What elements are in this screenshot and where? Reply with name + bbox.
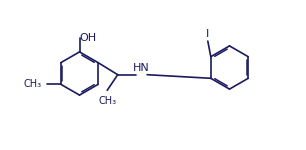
Text: I: I: [206, 29, 209, 39]
Text: OH: OH: [79, 33, 96, 43]
Text: HN: HN: [133, 63, 150, 73]
Text: CH₃: CH₃: [98, 96, 116, 106]
Text: CH₃: CH₃: [24, 79, 42, 89]
